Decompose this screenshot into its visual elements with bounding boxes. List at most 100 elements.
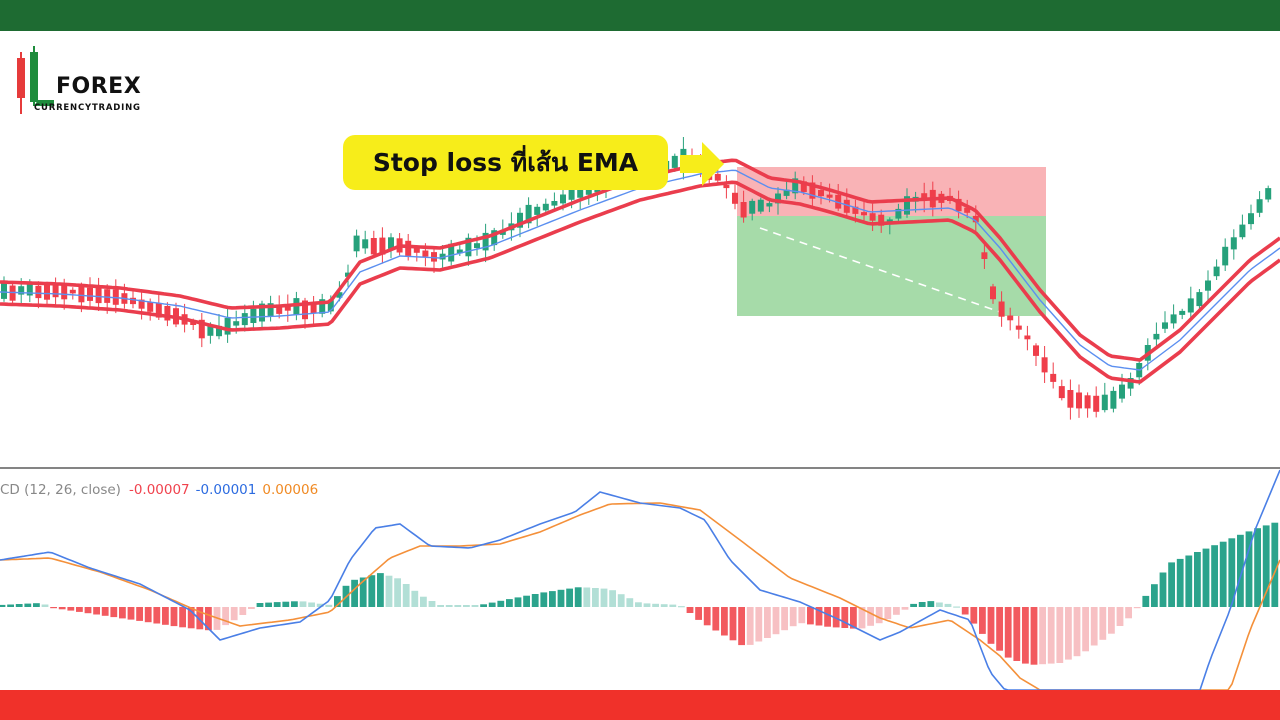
- macd-histogram-bar: [1202, 548, 1210, 607]
- candle: [250, 308, 257, 323]
- macd-histogram-bar: [1056, 607, 1064, 663]
- candle-logo-icon: [17, 46, 54, 114]
- macd-histogram-bar: [746, 607, 754, 645]
- macd-histogram-bar: [256, 603, 264, 607]
- candle: [1205, 280, 1211, 291]
- candle: [809, 182, 816, 199]
- macd-histogram-bar: [58, 607, 66, 610]
- macd-histogram-bar: [402, 584, 410, 607]
- candle: [749, 200, 756, 214]
- macd-histogram-bar: [927, 601, 935, 607]
- macd-histogram-bar: [179, 607, 186, 628]
- candle: [456, 249, 463, 254]
- macd-histogram-bar: [359, 577, 367, 607]
- macd-histogram-bar: [239, 607, 247, 615]
- candle: [1239, 224, 1246, 238]
- candle: [525, 204, 532, 224]
- macd-histogram-bar: [1151, 584, 1158, 607]
- macd-histogram-bar: [1185, 555, 1193, 607]
- macd-histogram-bar: [411, 590, 419, 607]
- macd-histogram-bar: [67, 607, 75, 611]
- macd-histogram-bar: [953, 606, 960, 608]
- macd-histogram-bar: [196, 607, 204, 630]
- macd-histogram-bar: [798, 607, 806, 624]
- macd-histogram-bar: [385, 575, 393, 607]
- macd-histogram-bar: [230, 607, 238, 621]
- candle: [431, 252, 437, 262]
- stop-loss-zone: [737, 167, 1046, 216]
- macd-histogram-bar: [1082, 607, 1089, 652]
- candle: [1101, 394, 1108, 411]
- macd-histogram-bar: [531, 594, 539, 607]
- logo-subtitle: CURRENCYTRADING: [34, 103, 141, 113]
- macd-histogram-bar: [832, 607, 840, 628]
- candle: [671, 155, 678, 168]
- macd-histogram-bar: [918, 602, 926, 607]
- logo: FOREX CURRENCYTRADING: [14, 44, 184, 118]
- candle: [878, 214, 885, 226]
- macd-histogram-bar: [944, 603, 952, 607]
- candle: [130, 297, 136, 305]
- candle: [190, 321, 197, 325]
- macd-histogram-bar: [970, 607, 978, 624]
- candle: [1153, 333, 1160, 340]
- candle: [104, 289, 111, 303]
- candle: [1230, 237, 1237, 250]
- candle: [1015, 325, 1022, 330]
- candle: [465, 237, 472, 257]
- candle: [1, 281, 7, 299]
- macd-histogram-bar: [136, 607, 143, 621]
- macd-histogram-bar: [772, 607, 780, 635]
- candle: [353, 235, 360, 252]
- macd-title: CD (12, 26, close): [0, 482, 121, 498]
- macd-histogram-bar: [910, 603, 917, 607]
- macd-histogram-bar: [488, 602, 496, 607]
- macd-histogram-bar: [84, 607, 92, 614]
- macd-histogram-bar: [841, 607, 849, 628]
- candle: [198, 319, 205, 339]
- macd-histogram-bar: [1004, 607, 1012, 658]
- macd-histogram-bar: [1176, 558, 1184, 607]
- macd-histogram-bar: [205, 607, 212, 631]
- macd-histogram-bar: [153, 607, 161, 624]
- macd-histogram-bar: [394, 578, 401, 607]
- macd-histogram-bar: [1228, 538, 1236, 607]
- candle: [577, 183, 584, 198]
- candle: [362, 239, 369, 249]
- candle: [379, 237, 386, 255]
- macd-histogram-bar: [652, 603, 659, 607]
- stop-loss-callout: Stop loss ที่เส้น EMA: [343, 135, 668, 190]
- macd-histogram-bar: [101, 607, 109, 616]
- macd-histogram-bar: [50, 607, 57, 609]
- macd-histogram-bar: [712, 607, 720, 631]
- candle: [310, 304, 317, 314]
- macd-histogram-bar: [480, 604, 487, 607]
- top-banner: [0, 0, 1280, 31]
- candle: [835, 194, 842, 209]
- candle: [757, 199, 764, 212]
- macd-histogram-bar: [1142, 595, 1150, 607]
- candle: [345, 272, 351, 277]
- candle: [990, 286, 996, 300]
- candle: [818, 190, 824, 197]
- candle: [164, 306, 171, 321]
- candle: [895, 208, 902, 219]
- macd-histogram-bar: [815, 607, 823, 626]
- macd-histogram-bar: [471, 605, 479, 607]
- macd-histogram-bar: [127, 607, 135, 620]
- macd-histogram-bar: [0, 604, 6, 607]
- macd-histogram-bar: [316, 603, 324, 607]
- trade-projection-line: [759, 227, 1001, 313]
- macd-histogram-bar: [566, 588, 573, 607]
- candle: [439, 253, 446, 260]
- macd-histogram-bar: [1030, 607, 1038, 665]
- macd-histogram-bar: [1168, 562, 1175, 607]
- candle: [551, 201, 558, 206]
- macd-histogram-bar: [33, 603, 40, 607]
- macd-histogram-bar: [678, 606, 685, 608]
- macd-histogram-bar: [15, 604, 23, 607]
- macd-histogram-bar: [789, 607, 797, 627]
- candle: [904, 196, 910, 215]
- macd-histogram-bar: [1108, 607, 1115, 634]
- candle: [267, 303, 274, 317]
